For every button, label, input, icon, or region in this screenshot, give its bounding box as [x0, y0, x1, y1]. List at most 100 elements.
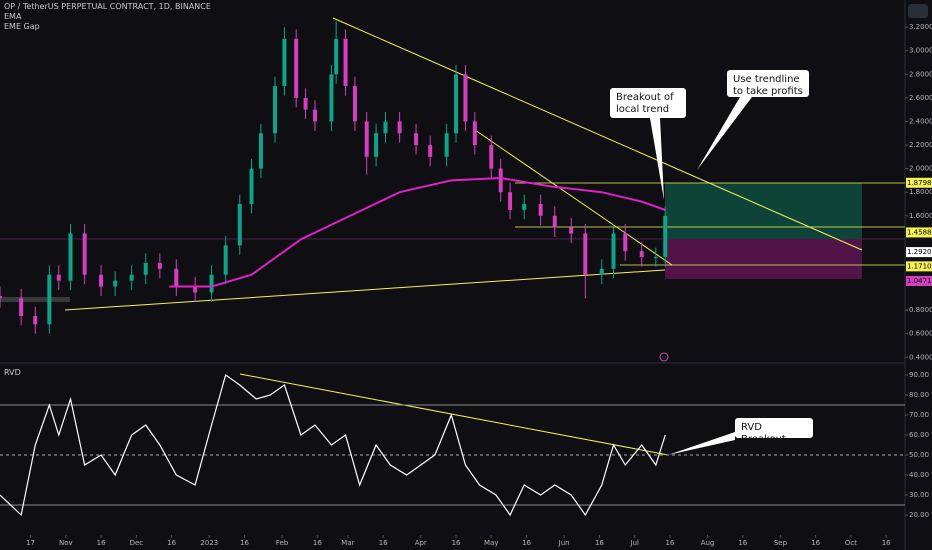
- candle-body: [552, 215, 557, 228]
- candle-body: [258, 133, 263, 169]
- candle-body: [444, 133, 449, 157]
- y-tick-label: 2.6000: [909, 94, 932, 102]
- y-tick-label: 2.8000: [909, 70, 932, 78]
- y-tick-label: 20.00: [909, 511, 929, 519]
- x-tick-label: 17: [26, 539, 35, 547]
- indicator-label: EMA: [4, 12, 22, 21]
- pane-title: RVD: [4, 368, 21, 377]
- candle-body: [611, 233, 616, 269]
- y-tick-label: 1.6000: [909, 212, 932, 220]
- x-tick-label: Mar: [341, 539, 354, 547]
- candle-body: [193, 286, 198, 293]
- candle-body: [303, 97, 308, 110]
- y-tick-label: 0.4000: [909, 353, 932, 361]
- y-tick-label: 0.6000: [909, 330, 932, 338]
- candle-body: [472, 121, 477, 146]
- candle-body: [364, 121, 369, 157]
- candle-body: [498, 168, 503, 193]
- trendline: [64, 269, 666, 311]
- y-tick-label: 3.0000: [909, 47, 932, 55]
- y-tick-label: 0.8000: [909, 306, 932, 314]
- trendline: [332, 17, 863, 251]
- candle-body: [157, 262, 162, 269]
- series-line: [0, 374, 666, 517]
- candle-body: [113, 280, 118, 287]
- candle-body: [282, 38, 287, 87]
- stop-zone: [665, 239, 862, 279]
- x-tick-label: 2023: [200, 539, 218, 547]
- y-tick-label: 30.00: [909, 491, 929, 499]
- candle-body: [374, 133, 379, 157]
- price-label-bg: [906, 261, 932, 272]
- candle-body: [209, 274, 214, 293]
- candle-body: [68, 233, 73, 281]
- candle-body: [99, 274, 104, 287]
- candle-body: [237, 203, 242, 246]
- y-tick-label: 2.4000: [909, 117, 932, 125]
- candle-body: [143, 262, 148, 275]
- price-label-bg: [906, 227, 932, 238]
- candle-body: [47, 274, 52, 325]
- y-tick-label: 60.00: [909, 431, 929, 439]
- x-tick-label: 16: [522, 539, 531, 547]
- candle-body: [294, 38, 299, 98]
- x-tick-label: Sep: [774, 539, 788, 547]
- candle-body: [273, 86, 278, 134]
- candle-body: [569, 227, 574, 234]
- callout-pointer: [697, 97, 752, 170]
- y-tick-label: 2.2000: [909, 141, 932, 149]
- target-zone: [665, 183, 862, 239]
- annotation: RVD Breakout: [735, 418, 813, 445]
- candle-body: [56, 274, 61, 281]
- x-tick-label: 16: [240, 539, 249, 547]
- candle-body: [0, 295, 2, 299]
- candle-body: [249, 168, 254, 204]
- y-tick-label: 3.2000: [909, 23, 932, 31]
- candle-body: [522, 203, 527, 210]
- candle-body: [538, 203, 543, 216]
- price-label-bg: [906, 275, 932, 286]
- callout-pointer: [668, 432, 735, 455]
- y-tick-label: 90.00: [909, 371, 929, 379]
- candle-body: [33, 316, 38, 325]
- candle-body: [663, 215, 668, 258]
- y-tick-label: 80.00: [909, 391, 929, 399]
- series-line: [169, 177, 666, 288]
- candle-body: [383, 121, 388, 134]
- price-label: 1.2920: [907, 248, 932, 256]
- x-tick-label: 16: [595, 539, 604, 547]
- y-tick-label: 40.00: [909, 471, 929, 479]
- candle-body: [174, 268, 179, 287]
- y-tick-label: 2.0000: [909, 165, 932, 173]
- x-tick-label: 16: [452, 539, 461, 547]
- candle-body: [343, 38, 348, 87]
- price-label: 1.8798: [907, 179, 932, 187]
- symbol-title: OP / TetherUS PERPETUAL CONTRACT, 1D, BI…: [4, 2, 211, 11]
- x-tick-label: 16: [665, 539, 674, 547]
- x-tick-label: 16: [882, 539, 891, 547]
- trendline: [239, 373, 669, 456]
- candle-body: [312, 109, 317, 122]
- annotation: Breakout of local trend: [610, 88, 686, 118]
- gap-band: [0, 297, 70, 302]
- y-tick-label: 70.00: [909, 411, 929, 419]
- x-tick-label: Jul: [629, 539, 639, 547]
- x-tick-label: May: [484, 539, 498, 547]
- y-tick-label: 50.00: [909, 451, 929, 459]
- price-label-bg: [906, 247, 932, 258]
- candle-body: [428, 145, 433, 157]
- candle-body: [639, 251, 644, 258]
- trendline: [474, 129, 673, 266]
- price-label: 1.4588: [907, 228, 932, 236]
- candle-body: [19, 298, 24, 317]
- candle-body: [653, 257, 658, 259]
- event-icon: [659, 352, 669, 362]
- settings-icon: [908, 4, 928, 18]
- annotation: Use trendline to take profits: [727, 70, 809, 97]
- indicator-label: EME Gap: [4, 22, 40, 31]
- x-tick-label: Oct: [845, 539, 857, 547]
- x-tick-label: Dec: [130, 539, 144, 547]
- candle-body: [223, 245, 228, 275]
- candle-body: [583, 233, 588, 275]
